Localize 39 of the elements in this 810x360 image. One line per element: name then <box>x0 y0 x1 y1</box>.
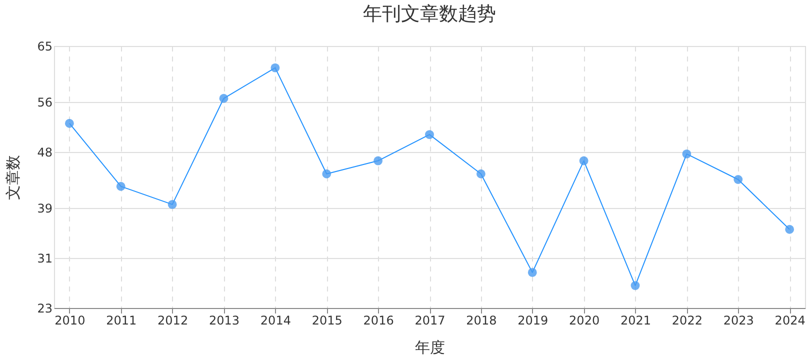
x-tick-label: 2022 <box>672 314 702 328</box>
y-tick-label: 65 <box>37 40 52 54</box>
point <box>322 169 332 178</box>
x-tick-label: 2019 <box>518 314 548 328</box>
x-tick-label: 2023 <box>723 314 754 328</box>
y-axis-title: 文章数 <box>4 155 22 200</box>
point <box>579 156 588 166</box>
point <box>528 268 537 277</box>
x-tick-label: 2011 <box>106 314 137 328</box>
point <box>64 118 74 128</box>
x-tick-label: 2024 <box>774 314 806 328</box>
y-tick-label: 48 <box>37 146 52 160</box>
x-tick-label: 2010 <box>54 314 86 328</box>
x-tick-label: 2012 <box>158 314 188 328</box>
point <box>374 156 383 166</box>
y-tick-label: 23 <box>37 302 52 316</box>
x-tick-label: 2017 <box>414 314 446 328</box>
point <box>425 130 434 140</box>
y-tick-label: 56 <box>37 96 52 110</box>
x-tick-label: 2014 <box>260 314 291 328</box>
x-axis-title: 年度 <box>415 338 445 356</box>
point <box>270 63 280 72</box>
x-tick-label: 2015 <box>312 314 342 328</box>
chart-title: 年刊文章数趋势 <box>363 3 496 25</box>
x-tick-label: 2021 <box>620 314 652 328</box>
point <box>630 281 640 290</box>
x-tick-label: 2013 <box>208 314 240 328</box>
point <box>168 200 177 209</box>
y-tick-label: 39 <box>37 202 52 216</box>
x-tick-label: 2018 <box>466 314 497 328</box>
y-tick-label: 31 <box>37 252 52 266</box>
point <box>219 94 228 103</box>
point <box>734 175 743 184</box>
point <box>785 224 794 234</box>
x-tick-label: 2020 <box>569 314 600 328</box>
point <box>116 182 126 191</box>
point <box>476 169 486 178</box>
x-tick-label: 2016 <box>363 314 394 328</box>
point <box>682 149 692 158</box>
